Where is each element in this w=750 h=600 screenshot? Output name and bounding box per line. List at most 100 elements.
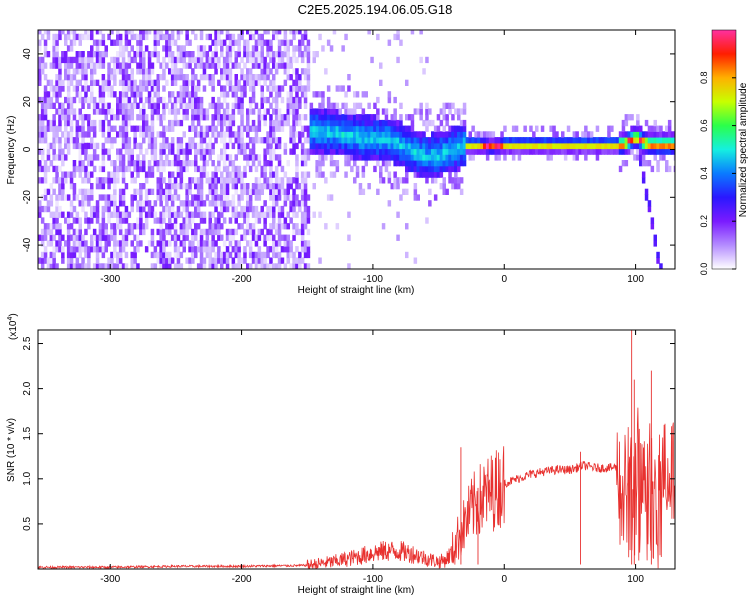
spectrogram-y-tick-label: -20 <box>22 190 33 205</box>
spectrogram-cell <box>615 148 620 155</box>
spectrogram-cell <box>156 51 160 58</box>
spectrogram-cell <box>621 137 626 144</box>
spectrogram-cell <box>127 85 132 92</box>
spectrogram-cell <box>205 228 210 236</box>
spectrogram-cell <box>471 142 475 150</box>
spectrogram-cell <box>222 142 227 150</box>
spectrogram-cell <box>416 165 420 173</box>
spectrogram-cell <box>179 96 184 104</box>
spectrogram-cell <box>78 114 82 121</box>
spectrogram-cell <box>266 183 270 190</box>
spectrogram-cell <box>399 177 403 184</box>
spectrogram-cell <box>208 211 212 218</box>
spectrogram-cell <box>170 74 175 81</box>
spectrogram-cell <box>633 142 637 150</box>
spectrogram-cell <box>220 68 224 75</box>
spectrogram-cell <box>341 45 345 52</box>
spectrogram-cell <box>61 211 65 218</box>
spectrogram-cell <box>300 51 305 58</box>
spectrogram-cell <box>286 39 290 46</box>
spectrogram-cell <box>422 160 426 167</box>
spectrogram-cell <box>116 102 120 109</box>
spectrogram-cell <box>246 263 250 269</box>
spectrogram-cell <box>153 45 158 52</box>
spectrogram-cell <box>40 148 45 155</box>
spectrogram-cell <box>170 223 175 230</box>
spectrogram-cell <box>246 142 250 150</box>
spectrogram-cell <box>124 211 129 218</box>
spectrogram-cell <box>107 68 111 75</box>
spectrogram-cell <box>61 56 65 64</box>
spectrogram-cell <box>306 194 311 201</box>
spectrogram-cell <box>81 246 85 253</box>
spectrogram-cell <box>549 142 553 150</box>
spectrogram-cell <box>422 171 426 178</box>
spectrogram-cell <box>127 119 132 127</box>
spectrogram-cell <box>471 137 475 144</box>
spectrogram-cell <box>217 39 221 46</box>
spectrogram-cell <box>81 205 85 213</box>
spectrogram-cell <box>150 188 155 195</box>
spectrogram-cell <box>179 51 184 58</box>
spectrogram-cell <box>92 148 97 155</box>
spectrogram-cell <box>292 51 296 58</box>
spectrogram-cell <box>170 257 175 264</box>
spectrogram-cell <box>436 165 441 173</box>
spectrogram-cell <box>283 68 288 75</box>
spectrogram-cell <box>483 131 487 138</box>
spectrogram-cell <box>257 114 262 121</box>
spectrogram-cell <box>179 56 184 64</box>
spectrogram-cell <box>188 51 192 58</box>
spectrogram-cell <box>81 96 85 104</box>
spectrogram-cell <box>121 177 126 184</box>
spectrogram-cell <box>222 154 227 161</box>
spectrogram-cell <box>199 137 204 144</box>
spectrogram-cell <box>84 85 88 92</box>
spectrogram-cell <box>396 125 400 132</box>
spectrogram-cell <box>38 39 42 46</box>
spectrogram-cell <box>537 137 542 144</box>
spectrogram-cell <box>87 154 91 161</box>
spectrogram-cell <box>225 228 230 236</box>
spectrogram-cell <box>205 246 210 253</box>
spectrogram-cell <box>214 56 218 64</box>
spectrogram-cell <box>462 154 467 161</box>
spectrogram-cell <box>214 30 218 35</box>
spectrogram-cell <box>55 263 59 269</box>
spectrogram-cell <box>38 56 42 64</box>
spectrogram-cell <box>269 171 273 178</box>
spectrogram-cell <box>133 165 137 173</box>
spectrogram-cell <box>90 234 94 241</box>
spectrogram-cell <box>95 79 100 86</box>
spectrogram-cell <box>243 85 247 92</box>
spectrogram-cell <box>211 119 215 127</box>
spectrogram-cell <box>182 228 186 236</box>
spectrogram-cell <box>295 160 299 167</box>
spectrogram-cell <box>315 114 319 121</box>
spectrogram-cell <box>491 137 496 144</box>
spectrogram-cell <box>647 137 652 144</box>
spectrogram-cell <box>61 51 65 58</box>
spectrogram-cell <box>260 188 264 195</box>
spectrogram-cell <box>185 257 189 264</box>
spectrogram-cell <box>263 211 267 218</box>
spectrogram-cell <box>40 137 45 144</box>
spectrogram-cell <box>376 148 380 155</box>
spectrogram-cell <box>179 91 184 98</box>
spectrogram-cell <box>532 148 536 155</box>
spectrogram-cell <box>38 137 42 144</box>
spectrogram-cell <box>81 263 85 269</box>
spectrogram-cell <box>445 154 449 161</box>
spectrogram-cell <box>205 251 210 259</box>
spectrogram-cell <box>442 125 446 132</box>
spectrogram-cell <box>121 171 126 178</box>
spectrogram-cell <box>326 137 331 144</box>
spectrogram-cell <box>61 114 65 121</box>
spectrogram-cell <box>280 246 285 253</box>
spectrogram-cell <box>384 142 389 150</box>
spectrogram-cell <box>231 33 236 41</box>
spectrogram-cell <box>222 188 227 195</box>
spectrogram-cell <box>344 108 348 115</box>
spectrogram-cell <box>133 91 137 98</box>
spectrogram-cell <box>350 114 354 121</box>
